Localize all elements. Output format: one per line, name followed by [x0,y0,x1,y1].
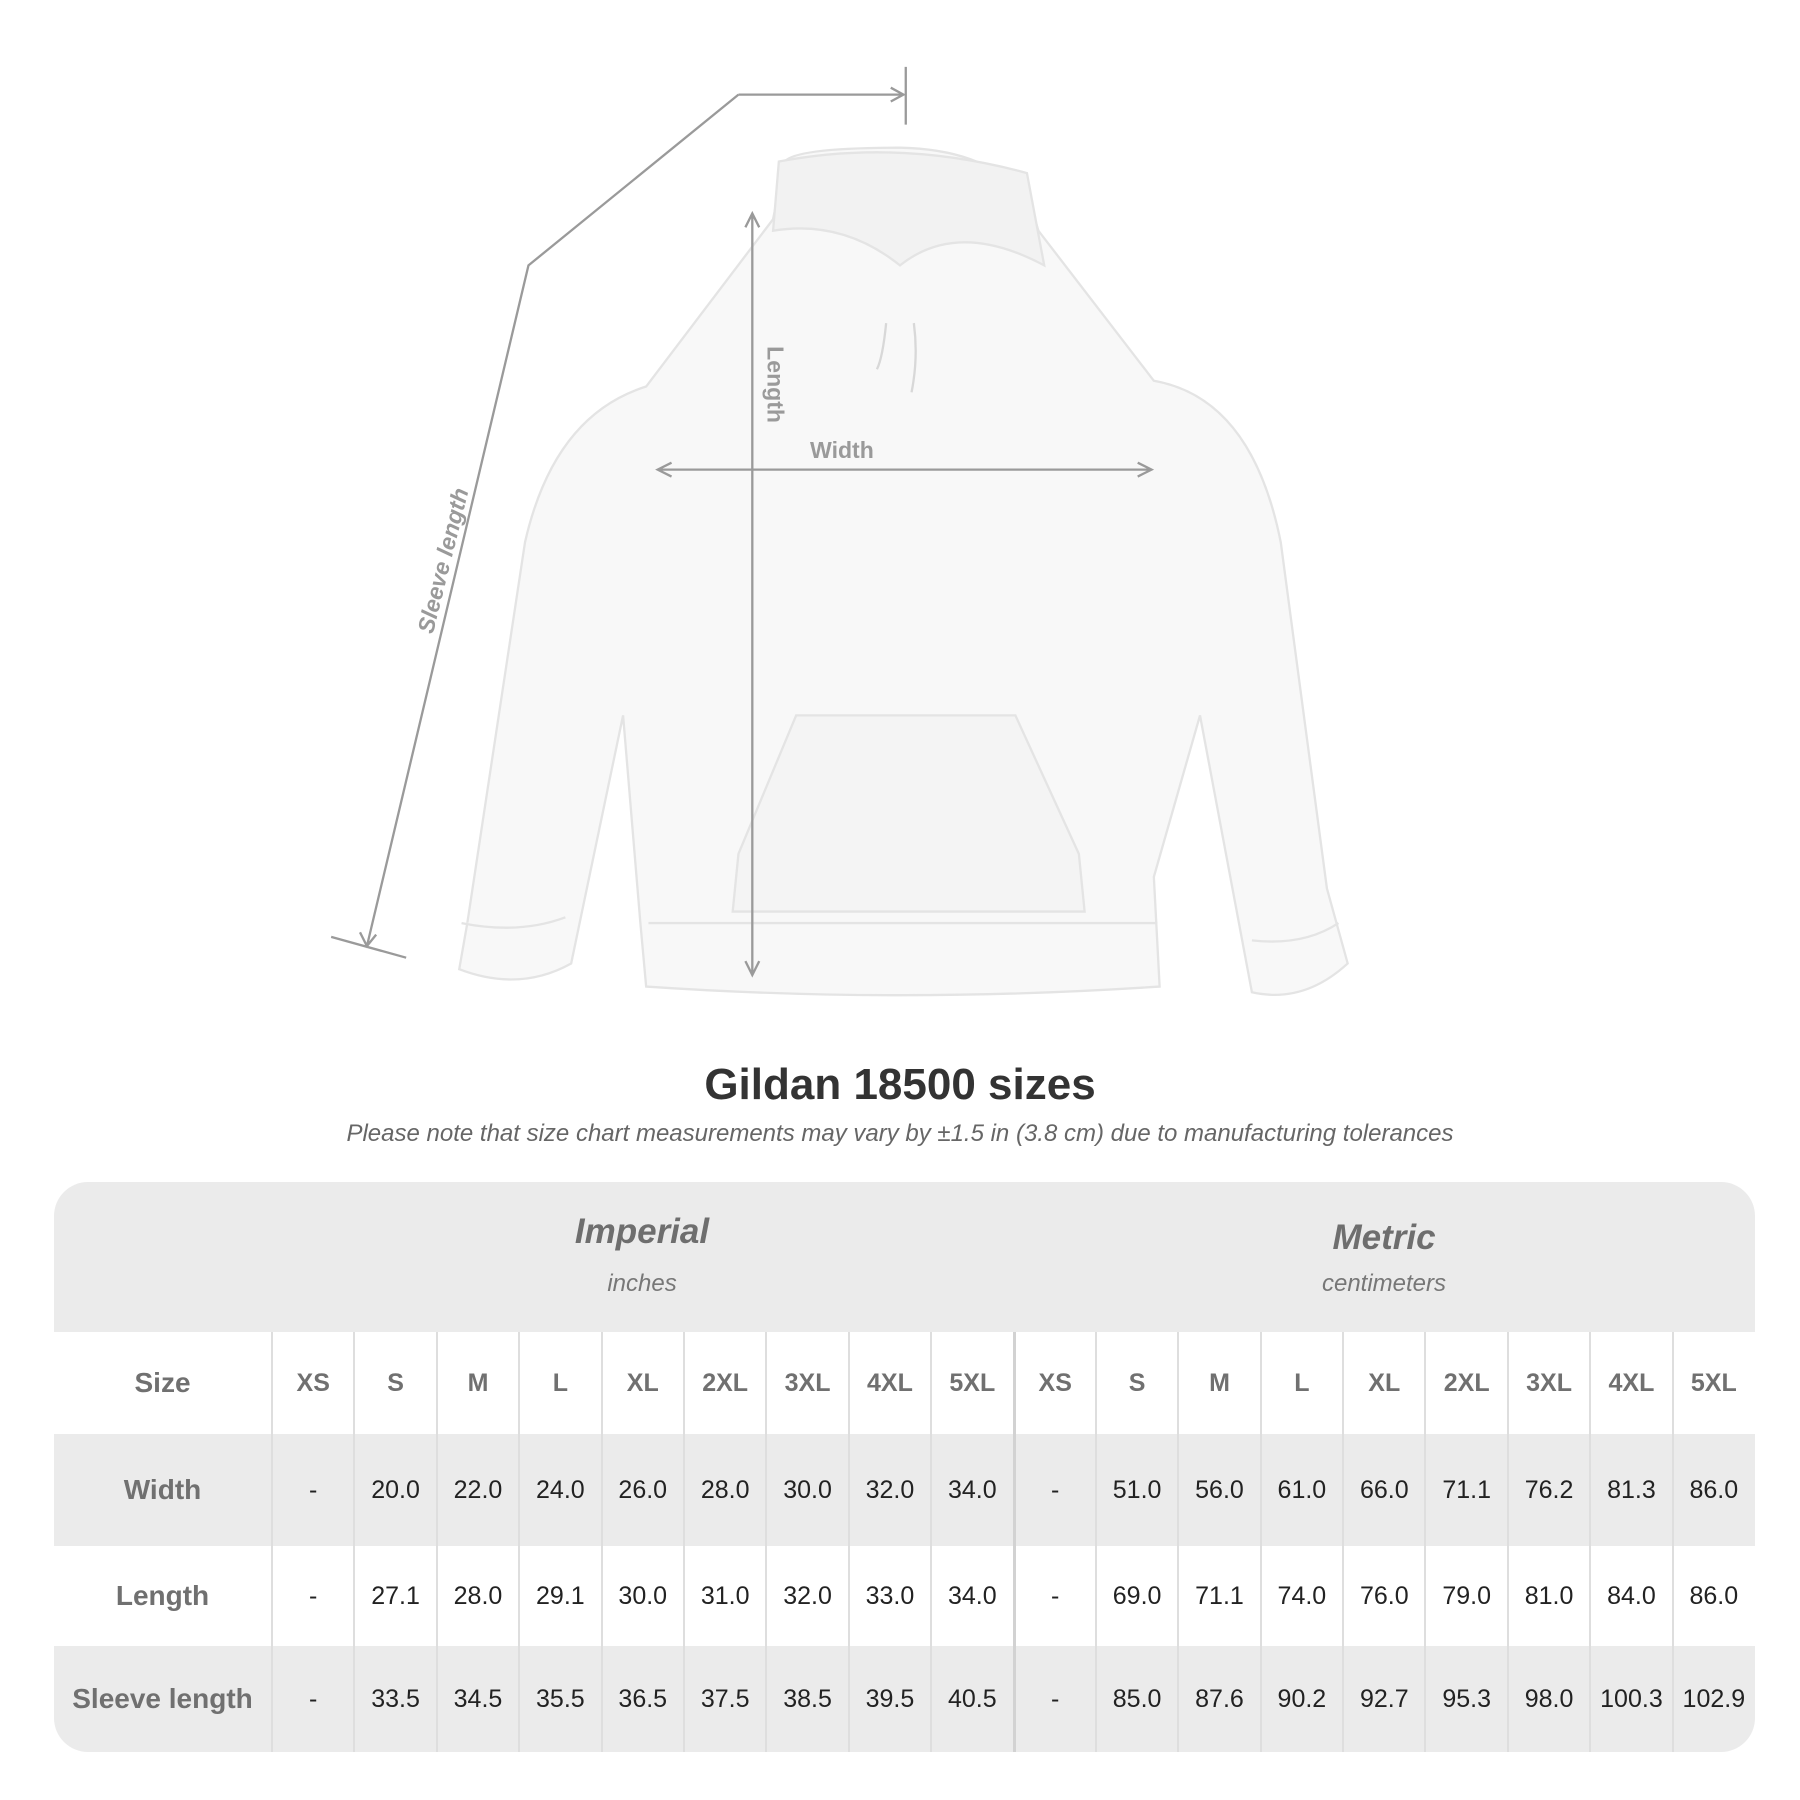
table-cell-imperial: 30.0 [765,1434,847,1546]
table-cell-metric: 102.9 [1671,1646,1754,1752]
table-cell-imperial: 20.0 [353,1434,435,1546]
table-cell-imperial: 26.0 [600,1434,683,1546]
table-row: Length -27.1 28.0 29.1 30.0 31.0 32.0 33.0 34.0-… [54,1546,1755,1646]
size-header-metric: 2XL [1424,1332,1506,1434]
size-header-imperial: S [353,1332,435,1434]
size-header-metric: 5XL [1671,1332,1754,1434]
table-cell-metric: - [1012,1434,1095,1546]
size-table: Imperial inches Metric centimeters Size X… [54,1182,1755,1752]
table-cell-metric: 90.2 [1259,1646,1342,1752]
row-label: Length [115,1580,210,1611]
table-cell-imperial: - [271,1546,353,1646]
table-cell-metric: 76.2 [1506,1434,1589,1546]
table-cell-imperial: 29.1 [518,1546,600,1646]
table-cell-metric: 51.0 [1094,1434,1177,1546]
table-cell-metric: - [1012,1546,1095,1646]
table-cell-metric: 69.0 [1094,1546,1177,1646]
width-label: Width [810,437,874,463]
table-cell-metric: 87.6 [1177,1646,1259,1752]
table-cell-imperial: 39.5 [847,1646,930,1752]
table-cell-metric: 86.0 [1671,1434,1754,1546]
table-cell-imperial: 33.0 [847,1546,930,1646]
table-cell-imperial: - [271,1646,353,1752]
table-cell-imperial: 31.0 [682,1546,765,1646]
measurement-lines [330,66,1155,978]
table-cell-metric: 56.0 [1177,1434,1259,1546]
size-header-imperial: 3XL [765,1332,847,1434]
table-cell-imperial: 40.5 [930,1646,1012,1752]
table-cell-imperial: - [271,1434,353,1546]
table-row: Width -20.0 22.0 24.0 26.0 28.0 30.0 32.0 34.0-5… [54,1434,1755,1546]
table-cell-metric: - [1012,1646,1095,1752]
size-header-imperial: 2XL [682,1332,765,1434]
table-cell-metric: 66.0 [1342,1434,1424,1546]
table-cell-metric: 71.1 [1177,1546,1259,1646]
table-cell-imperial: 28.0 [435,1546,518,1646]
size-header-imperial: M [435,1332,518,1434]
width-arrow [655,461,1155,478]
size-header-metric: 4XL [1589,1332,1671,1434]
size-header-imperial: XS [271,1332,353,1434]
table-cell-imperial: 37.5 [682,1646,765,1752]
size-header-metric: 3XL [1506,1332,1589,1434]
length-label: Length [762,346,788,423]
table-cell-metric: 74.0 [1259,1546,1342,1646]
size-header-metric: L [1259,1332,1342,1434]
table-cell-imperial: 34.0 [930,1546,1012,1646]
table-cell-metric: 81.0 [1506,1546,1589,1646]
table-cell-imperial: 38.5 [765,1646,847,1752]
table-cell-imperial: 28.0 [682,1434,765,1546]
size-header-metric: XL [1342,1332,1424,1434]
hoodie-diagram: Length Width Sleeve length [330,66,1349,997]
row-label: Size [134,1367,191,1398]
table-cell-imperial: 34.5 [435,1646,518,1752]
table-cell-imperial: 35.5 [518,1646,600,1752]
table-cell-metric: 85.0 [1094,1646,1177,1752]
table-cell-imperial: 32.0 [847,1434,930,1546]
table-cell-metric: 100.3 [1589,1646,1671,1752]
imperial-label: Imperial [574,1212,710,1251]
row-label: Sleeve length [72,1683,253,1714]
table-cell-metric: 95.3 [1424,1646,1506,1752]
table-cell-imperial: 24.0 [518,1434,600,1546]
table-cell-metric: 79.0 [1424,1546,1506,1646]
sleeve-length-label: Sleeve length [412,485,473,636]
table-cell-imperial: 27.1 [353,1546,435,1646]
size-header-imperial: 5XL [930,1332,1012,1434]
tolerance-note: Please note that size chart measurements… [346,1120,1454,1147]
table-row: Sleeve length -33.5 34.5 35.5 36.5 37.5 38.5 39… [54,1646,1755,1752]
size-header-metric: XS [1012,1332,1095,1434]
size-header-metric: M [1177,1332,1259,1434]
table-cell-metric: 86.0 [1671,1546,1754,1646]
table-cell-imperial: 32.0 [765,1546,847,1646]
table-cell-metric: 71.1 [1424,1434,1506,1546]
table-cell-metric: 98.0 [1506,1646,1589,1752]
table-cell-imperial: 36.5 [600,1646,683,1752]
size-header-imperial: XL [600,1332,683,1434]
size-header-metric: S [1094,1332,1177,1434]
table-cell-metric: 76.0 [1342,1546,1424,1646]
imperial-header: Imperial inches [271,1182,1013,1362]
size-header-imperial: 4XL [847,1332,930,1434]
table-cell-imperial: 34.0 [930,1434,1012,1546]
size-header-imperial: L [518,1332,600,1434]
table-cell-metric: 61.0 [1259,1434,1342,1546]
table-cell-imperial: 30.0 [600,1546,683,1646]
metric-label: Metric [1332,1218,1436,1257]
table-cell-imperial: 33.5 [353,1646,435,1752]
table-cell-metric: 92.7 [1342,1646,1424,1752]
length-arrow [744,210,761,978]
metric-header: Metric centimeters [1013,1182,1755,1368]
metric-unit: centimeters [1321,1270,1447,1297]
table-cell-metric: 84.0 [1589,1546,1671,1646]
hoodie-illustration [457,146,1349,997]
table-cell-imperial: 22.0 [435,1434,518,1546]
row-label: Width [123,1474,202,1505]
table-cell-metric: 81.3 [1589,1434,1671,1546]
imperial-unit: inches [607,1270,677,1297]
size-header-row: Size XS S M L XL 2XL 3XL 4XL 5XL XS S M L XL 2XL 3XL 4XL 5… [54,1332,1755,1434]
page-title: Gildan 18500 sizes [704,1060,1096,1109]
sleeve-length-line [330,66,907,959]
